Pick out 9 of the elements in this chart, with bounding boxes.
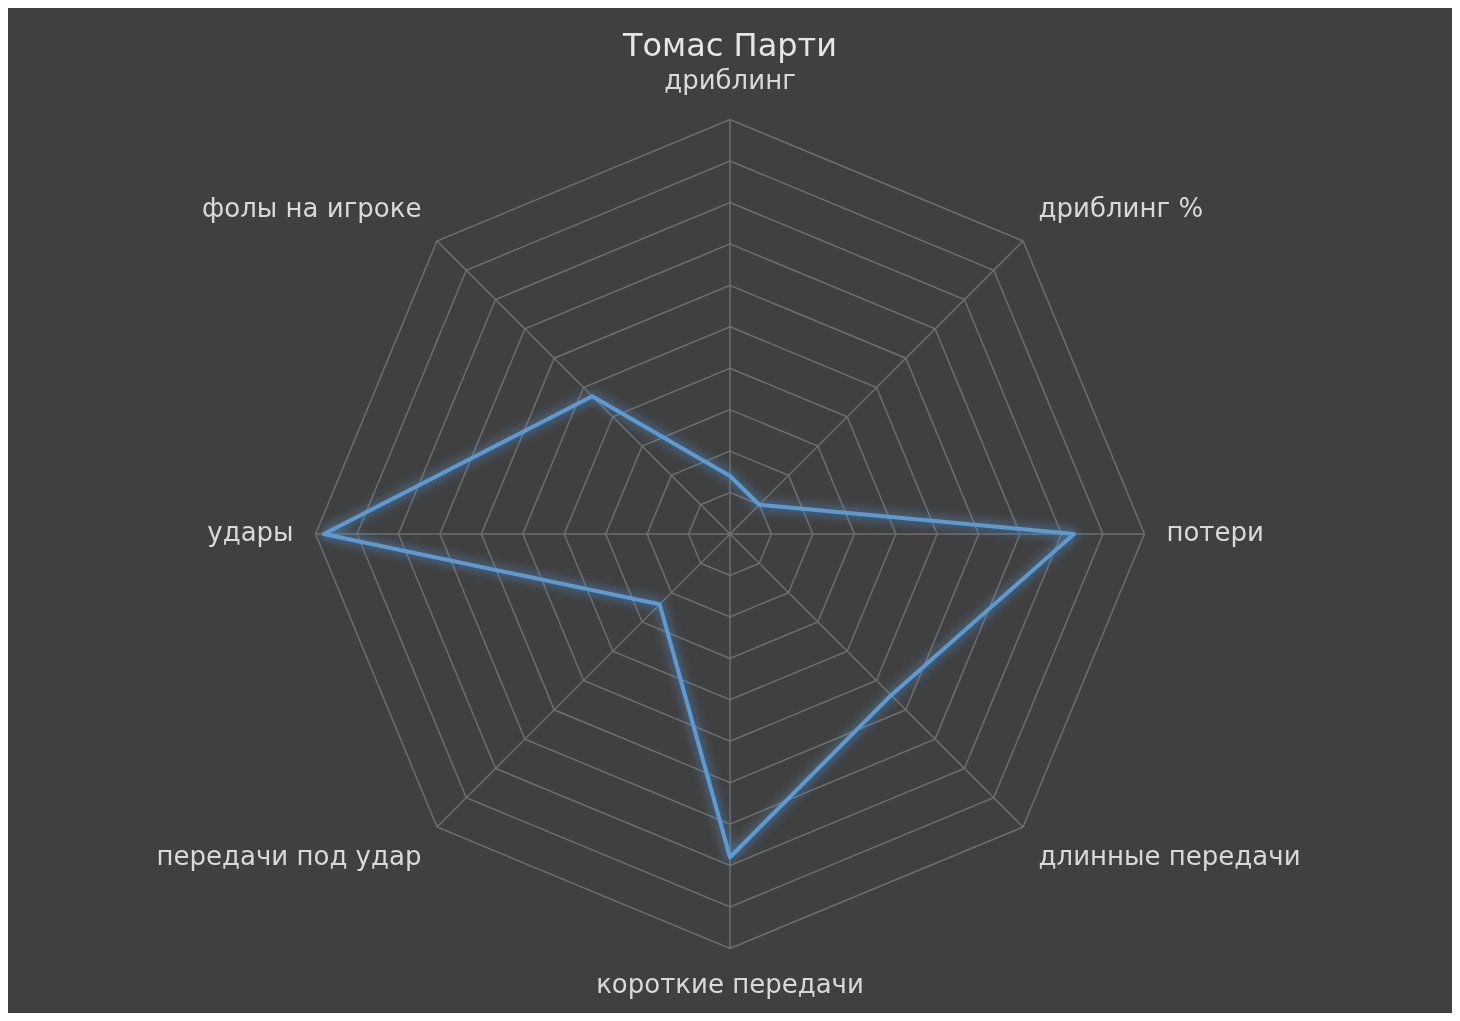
- spoke-label: дриблинг %: [1038, 192, 1204, 223]
- spoke-label: фолы на игроке: [202, 192, 422, 223]
- spoke-label: потери: [1166, 516, 1264, 547]
- spoke-label: короткие передачи: [596, 968, 864, 999]
- chart-title: Томас Парти: [621, 25, 838, 64]
- spoke-label: длинные передачи: [1038, 840, 1301, 871]
- spoke-label: дриблинг: [664, 64, 796, 95]
- spoke-label: передачи под удар: [156, 840, 422, 871]
- spoke-label: удары: [207, 516, 294, 547]
